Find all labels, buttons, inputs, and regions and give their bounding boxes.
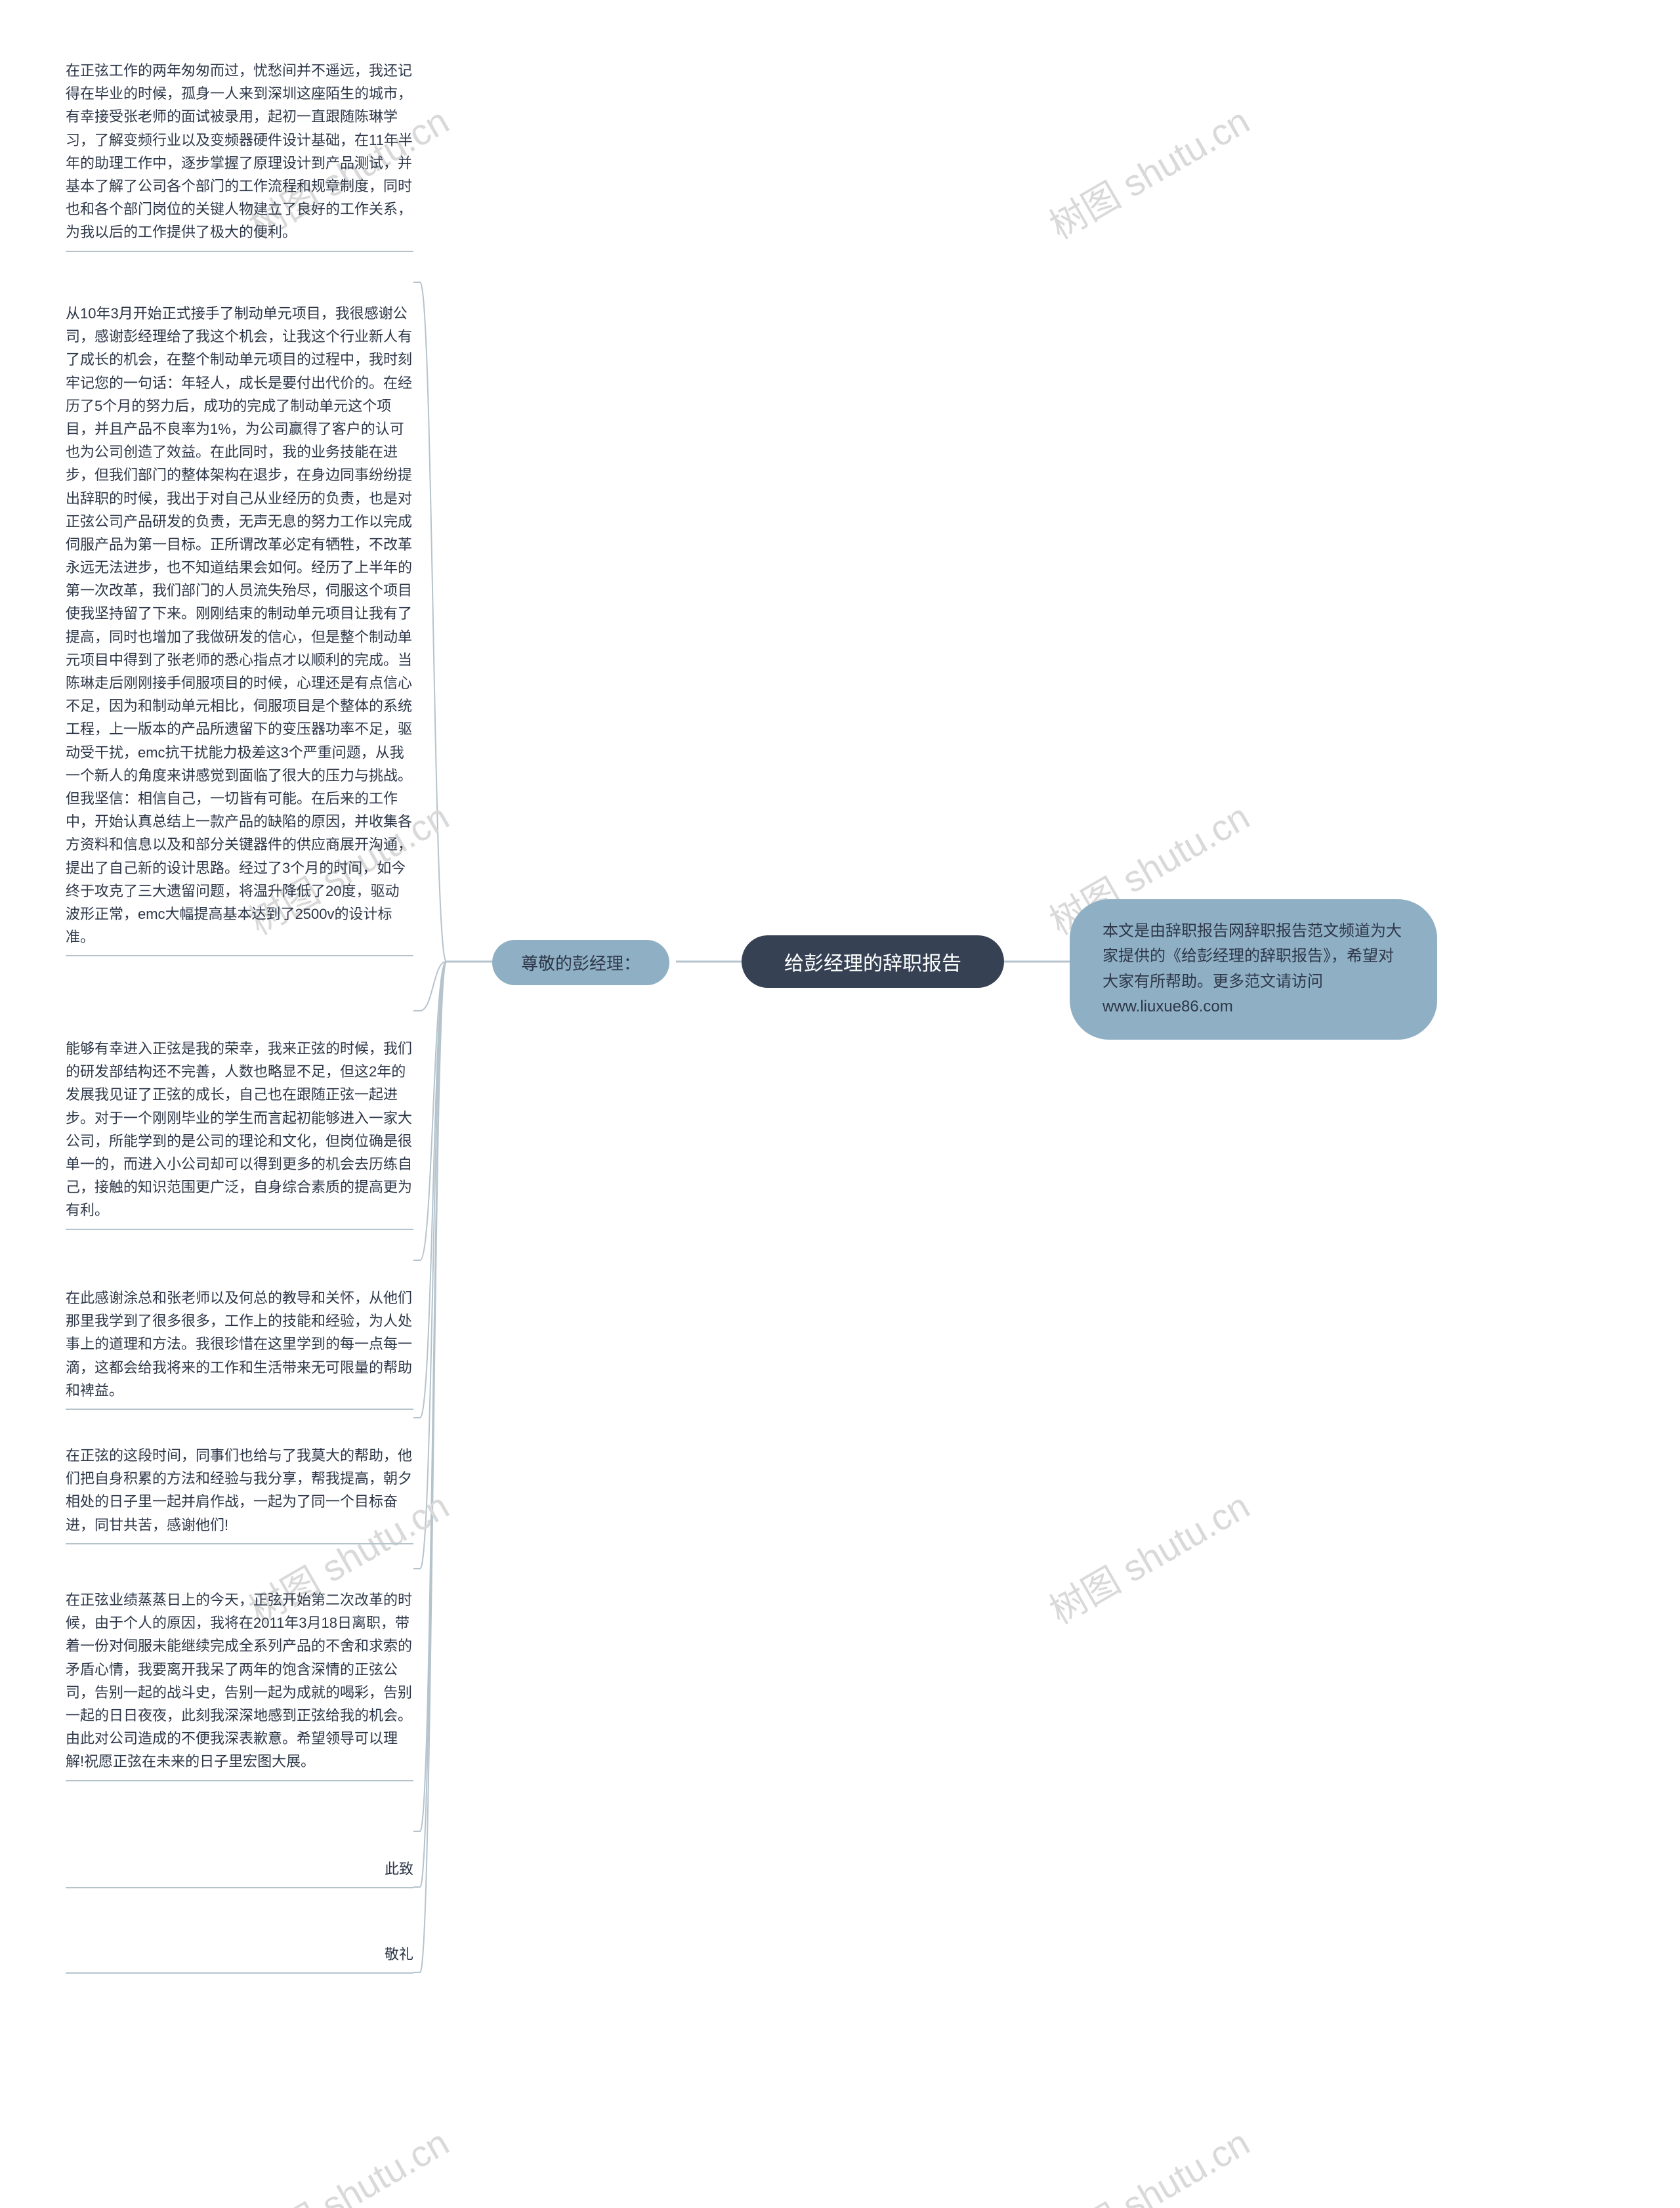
- paragraph-block: 在正弦的这段时间，同事们也给与了我莫大的帮助，他们把自身积累的方法和经验与我分享…: [66, 1444, 413, 1544]
- paragraph-block: 能够有幸进入正弦是我的荣幸，我来正弦的时候，我们的研发部结构还不完善，人数也略显…: [66, 1037, 413, 1230]
- paragraph-block: 在此感谢涂总和张老师以及何总的教导和关怀，从他们那里我学到了很多很多，工作上的技…: [66, 1286, 413, 1410]
- watermark: 树图 shutu.cn: [1038, 2114, 1257, 2208]
- mindmap-root-node[interactable]: 给彭经理的辞职报告: [742, 935, 1004, 988]
- paragraph-block: 在正弦业绩蒸蒸日上的今天，正弦开始第二次改革的时候，由于个人的原因，我将在201…: [66, 1588, 413, 1781]
- paragraph-block: 从10年3月开始正式接手了制动单元项目，我很感谢公司，感谢彭经理给了我这个机会，…: [66, 302, 413, 956]
- closing-block: 此致: [66, 1858, 413, 1888]
- mindmap-left-node[interactable]: 尊敬的彭经理：: [492, 940, 669, 985]
- mindmap-left-label: 尊敬的彭经理：: [521, 950, 640, 975]
- mindmap-right-text: 本文是由辞职报告网辞职报告范文频道为大家提供的《给彭经理的辞职报告》，希望对大家…: [1102, 919, 1404, 1020]
- closing-block: 敬礼: [66, 1943, 413, 1974]
- watermark: 树图 shutu.cn: [1038, 1477, 1257, 1635]
- paragraph-block: 在正弦工作的两年匆匆而过，忧愁间并不遥远，我还记得在毕业的时候，孤身一人来到深圳…: [66, 59, 413, 252]
- mindmap-right-node[interactable]: 本文是由辞职报告网辞职报告范文频道为大家提供的《给彭经理的辞职报告》，希望对大家…: [1070, 899, 1437, 1040]
- mindmap-root-label: 给彭经理的辞职报告: [784, 947, 961, 976]
- watermark: 树图 shutu.cn: [1038, 93, 1257, 250]
- watermark: 树图 shutu.cn: [238, 2114, 457, 2208]
